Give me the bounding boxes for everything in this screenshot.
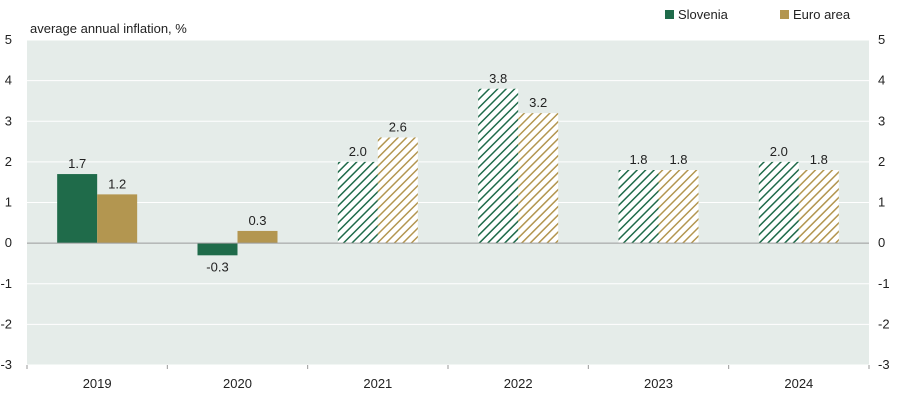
bar-euro-area-2024 — [798, 170, 839, 244]
y-tick-right: 4 — [878, 73, 885, 88]
y-tick-right: 2 — [878, 154, 885, 169]
bar-euro-area-2022 — [518, 113, 559, 244]
y-tick-right: 5 — [878, 32, 885, 47]
bar-slovenia-2019 — [57, 174, 98, 244]
data-label-euro-area-2021: 2.6 — [389, 120, 407, 135]
y-axis-label: average annual inflation, % — [30, 21, 187, 36]
data-label-slovenia-2022: 3.8 — [489, 71, 507, 86]
legend-swatch-euro-area — [780, 10, 789, 19]
axes: 5 5 4 4 3 3 2 2 1 1 0 0 -1 -1 -2 -2 -3 -3 2019 2020 2021 2022… — [0, 32, 889, 391]
y-tick-right: -2 — [878, 316, 890, 331]
x-tick-2019: 2019 — [83, 376, 112, 391]
y-tick-left: -1 — [0, 276, 12, 291]
x-tick-2022: 2022 — [504, 376, 533, 391]
bar-slovenia-2020 — [197, 243, 238, 256]
bars — [57, 88, 839, 256]
y-tick-right: -3 — [878, 357, 890, 372]
data-label-euro-area-2019: 1.2 — [108, 176, 126, 191]
y-tick-left: -2 — [0, 316, 12, 331]
data-label-slovenia-2024: 2.0 — [770, 144, 788, 159]
data-label-euro-area-2022: 3.2 — [529, 95, 547, 110]
legend: Slovenia Euro area — [665, 7, 851, 22]
data-label-euro-area-2023: 1.8 — [669, 152, 687, 167]
y-tick-right: -1 — [878, 276, 890, 291]
y-tick-right: 0 — [878, 235, 885, 250]
bar-euro-area-2019 — [97, 194, 138, 244]
data-label-slovenia-2021: 2.0 — [349, 144, 367, 159]
x-tick-2021: 2021 — [363, 376, 392, 391]
y-tick-left: 2 — [5, 154, 12, 169]
y-tick-left: 5 — [5, 32, 12, 47]
y-tick-right: 1 — [878, 195, 885, 210]
y-tick-left: 4 — [5, 73, 12, 88]
bar-euro-area-2023 — [658, 170, 699, 244]
y-tick-left: 1 — [5, 195, 12, 210]
bar-euro-area-2021 — [377, 137, 418, 244]
x-tick-2023: 2023 — [644, 376, 673, 391]
data-label-euro-area-2024: 1.8 — [810, 152, 828, 167]
x-tick-2020: 2020 — [223, 376, 252, 391]
bar-slovenia-2023 — [618, 170, 659, 244]
bar-euro-area-2020 — [237, 230, 278, 244]
legend-swatch-slovenia — [665, 10, 674, 19]
data-label-slovenia-2023: 1.8 — [629, 152, 647, 167]
y-tick-left: 0 — [5, 235, 12, 250]
x-tick-2024: 2024 — [784, 376, 813, 391]
y-tick-left: 3 — [5, 113, 12, 128]
data-label-slovenia-2019: 1.7 — [68, 156, 86, 171]
data-label-slovenia-2020: -0.3 — [206, 259, 228, 274]
data-labels: 1.7 -0.3 2.0 3.8 1.8 2.0 1.2 0.3 2.6 3.2 1.8 1.8 — [68, 71, 828, 275]
legend-label-slovenia: Slovenia — [678, 7, 729, 22]
y-tick-left: -3 — [0, 357, 12, 372]
y-tick-right: 3 — [878, 113, 885, 128]
legend-label-euro-area: Euro area — [793, 7, 851, 22]
data-label-euro-area-2020: 0.3 — [248, 213, 266, 228]
bar-slovenia-2021 — [337, 161, 378, 244]
bar-slovenia-2022 — [478, 88, 519, 244]
bar-slovenia-2024 — [758, 161, 799, 244]
